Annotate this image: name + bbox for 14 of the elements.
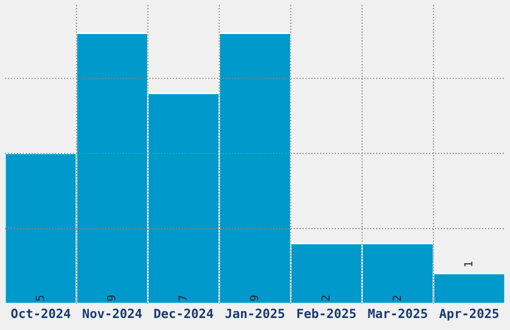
x-tick-label: Nov-2024 xyxy=(82,308,142,318)
data-label: 2 xyxy=(321,296,330,301)
x-tick-label: Apr-2025 xyxy=(439,308,498,321)
data-label: 9 xyxy=(107,296,116,301)
data-label: 9 xyxy=(250,296,258,301)
data-label: 1 xyxy=(464,262,472,266)
x-tick-label: Feb-2025 xyxy=(297,308,356,318)
x-tick-label: Jan-2025 xyxy=(226,308,284,318)
x-tick-label: Dec-2024 xyxy=(154,308,214,318)
x-tick-label: Mar-2025 xyxy=(368,308,428,318)
x-tick-label: Oct-2024 xyxy=(11,308,70,318)
data-label: 5 xyxy=(36,296,44,301)
data-label: 7 xyxy=(178,296,187,301)
data-label: 2 xyxy=(392,296,401,301)
